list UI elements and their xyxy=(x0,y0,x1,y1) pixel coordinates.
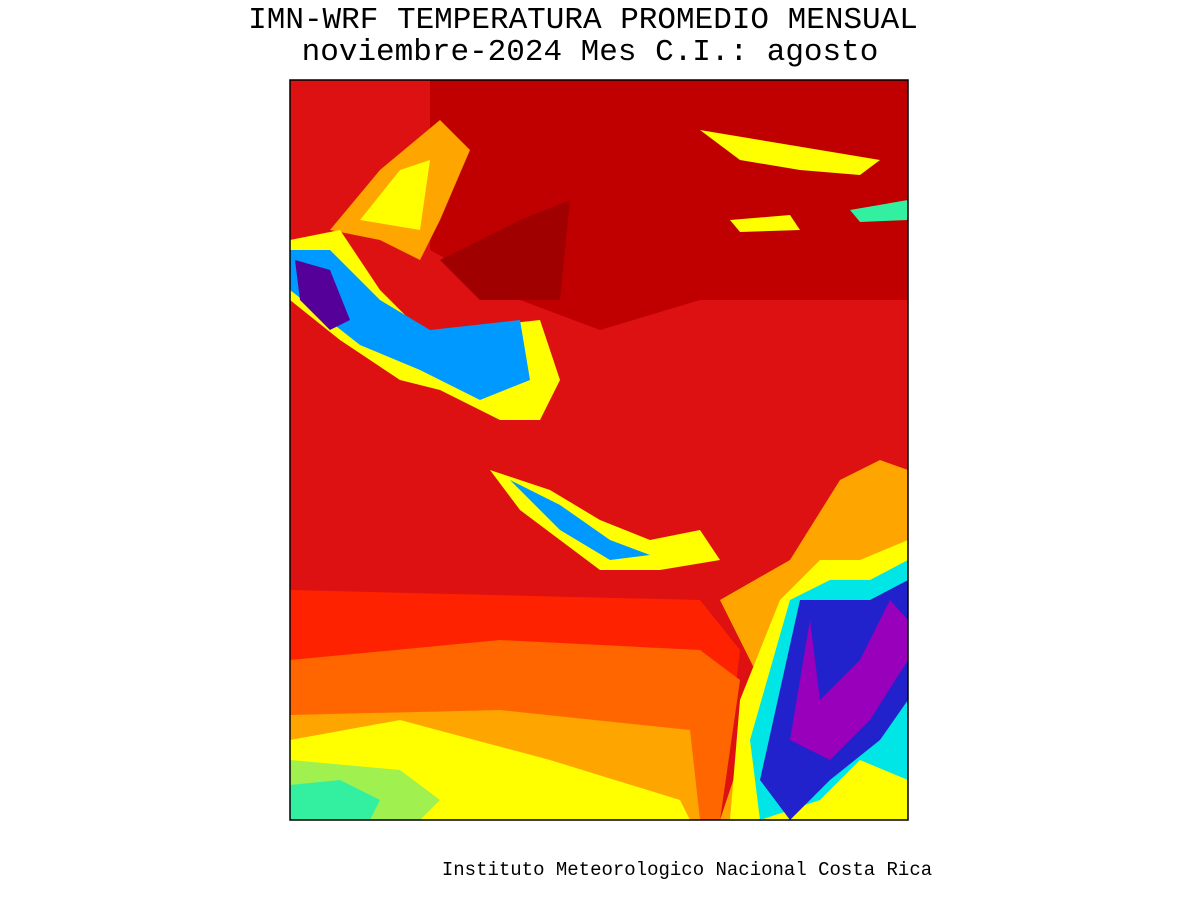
field-band xyxy=(360,160,430,230)
field-band xyxy=(490,470,720,570)
temperature-field xyxy=(290,80,908,820)
footer: Instituto Meteorologico Nacional Costa R… xyxy=(442,859,932,881)
field-band xyxy=(790,600,908,760)
field-band xyxy=(290,780,380,820)
title: IMN-WRF TEMPERATURA PROMEDIO MENSUAL xyxy=(248,3,918,38)
field-band xyxy=(850,200,908,222)
subtitle: noviembre-2024 Mes C.I.: agosto xyxy=(302,35,879,70)
field-band xyxy=(440,200,570,300)
field-band xyxy=(290,250,530,400)
field-band xyxy=(730,215,800,232)
field-band xyxy=(295,260,350,330)
map-frame xyxy=(289,79,909,821)
field-band xyxy=(700,130,880,175)
field-band xyxy=(510,480,650,560)
